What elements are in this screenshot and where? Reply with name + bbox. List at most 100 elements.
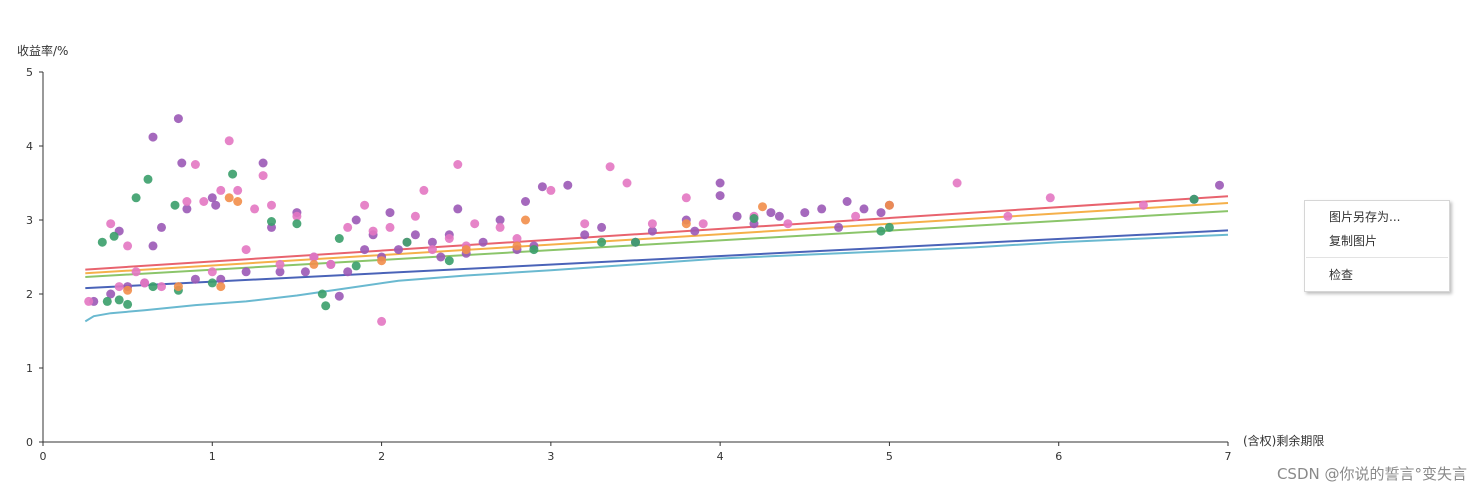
scatter-point bbox=[622, 178, 632, 188]
scatter-point bbox=[157, 282, 166, 292]
scatter-point bbox=[173, 114, 183, 124]
scatter-point bbox=[681, 219, 691, 229]
scatter-point bbox=[309, 259, 319, 269]
scatter-point bbox=[876, 226, 886, 236]
scatter-point bbox=[580, 230, 590, 240]
scatter-point bbox=[267, 217, 276, 226]
scatter-point bbox=[444, 234, 454, 243]
scatter-point bbox=[631, 237, 640, 247]
scatter-point bbox=[681, 193, 691, 203]
scatter-point bbox=[859, 204, 869, 214]
scatter-point bbox=[1215, 180, 1224, 190]
trend-lines bbox=[84, 195, 1229, 323]
scatter-point bbox=[749, 214, 759, 223]
trend-line-1 bbox=[85, 195, 1229, 271]
scatter-point bbox=[377, 256, 387, 266]
scatter-point bbox=[715, 191, 725, 201]
scatter-point bbox=[123, 241, 133, 251]
scatter-point bbox=[148, 241, 158, 251]
scatter-point bbox=[292, 219, 302, 229]
scatter-point bbox=[851, 211, 861, 221]
y-axis-title: 收益率/% bbox=[17, 43, 68, 58]
scatter-point bbox=[884, 222, 894, 232]
scatter-point bbox=[1045, 193, 1055, 203]
scatter-point bbox=[211, 200, 221, 210]
scatter-point bbox=[207, 193, 217, 203]
axes: 0 1 2 3 4 5 6 7 0 1 2 3 4 5 bbox=[26, 66, 1232, 463]
scatter-point bbox=[884, 200, 894, 210]
menu-item-inspect[interactable]: 检查 bbox=[1329, 268, 1354, 282]
x-tick-label: 7 bbox=[1225, 450, 1232, 463]
scatter-point bbox=[876, 208, 886, 218]
trend-line-2 bbox=[85, 202, 1229, 275]
scatter-point bbox=[114, 282, 124, 292]
scatter-point bbox=[402, 237, 412, 247]
scatter-point bbox=[605, 162, 615, 172]
scatter-point bbox=[952, 178, 962, 188]
x-tick-label: 4 bbox=[717, 450, 724, 463]
scatter-point bbox=[326, 259, 336, 269]
y-tick-label: 3 bbox=[26, 214, 33, 227]
scatter-point bbox=[148, 282, 158, 292]
scatter-point bbox=[834, 222, 844, 232]
scatter-point bbox=[521, 197, 530, 206]
scatter-point bbox=[275, 259, 285, 269]
scatter-point bbox=[1189, 194, 1199, 204]
scatter-point bbox=[258, 171, 268, 181]
y-tick-label: 0 bbox=[26, 436, 33, 449]
scatter-point bbox=[114, 295, 124, 305]
scatter-point bbox=[224, 193, 234, 203]
scatter-point bbox=[300, 267, 310, 277]
scatter-point bbox=[597, 222, 607, 232]
x-tick-label: 0 bbox=[40, 450, 47, 463]
trend-line-5 bbox=[84, 233, 1229, 323]
scatter-point bbox=[157, 222, 166, 232]
scatter-point bbox=[275, 267, 285, 277]
menu-item-save-image[interactable]: 图片另存为... bbox=[1329, 210, 1401, 224]
scatter-point bbox=[190, 274, 200, 284]
scatter-point bbox=[529, 245, 539, 255]
scatter-point bbox=[495, 215, 505, 225]
scatter-point bbox=[385, 222, 395, 232]
scatter-point bbox=[334, 291, 344, 301]
scatter-point bbox=[360, 200, 370, 210]
scatter-point bbox=[512, 241, 522, 251]
scatter-point bbox=[698, 219, 708, 229]
scatter-point bbox=[410, 230, 420, 240]
scatter-point bbox=[470, 219, 480, 229]
scatter-point bbox=[109, 231, 119, 241]
x-tick-label: 5 bbox=[886, 450, 893, 463]
scatter-point bbox=[774, 211, 784, 221]
scatter-point bbox=[800, 208, 810, 218]
scatter-point bbox=[224, 136, 234, 146]
scatter-point bbox=[140, 278, 150, 288]
trend-line-3 bbox=[85, 210, 1229, 278]
scatter-point bbox=[419, 185, 429, 195]
scatter-point bbox=[143, 174, 153, 184]
scatter-point bbox=[131, 193, 141, 203]
menu-item-copy-image[interactable]: 复制图片 bbox=[1329, 234, 1378, 248]
scatter-point bbox=[258, 158, 268, 168]
scatter-point bbox=[292, 211, 302, 221]
x-axis-title: (含权)剩余期限 bbox=[1243, 433, 1324, 448]
x-tick-label: 6 bbox=[1055, 450, 1062, 463]
trend-line-4 bbox=[85, 229, 1229, 290]
scatter-point bbox=[309, 252, 319, 262]
scatter-point bbox=[427, 237, 437, 247]
scatter-point bbox=[97, 237, 107, 247]
scatter-point bbox=[131, 267, 141, 277]
scatter-point bbox=[216, 274, 226, 284]
scatter-point bbox=[453, 204, 463, 214]
scatter-point bbox=[351, 261, 361, 271]
scatter-point bbox=[766, 208, 776, 218]
scatter-point bbox=[1003, 211, 1013, 221]
scatter-point bbox=[453, 160, 463, 169]
scatter-point bbox=[123, 285, 133, 295]
context-menu[interactable]: 图片另存为... 复制图片 检查 bbox=[1304, 200, 1450, 292]
scatter-point bbox=[241, 267, 251, 277]
scatter-point bbox=[758, 202, 767, 212]
scatter-point bbox=[102, 296, 112, 306]
scatter-point bbox=[546, 185, 556, 195]
scatter-point bbox=[351, 215, 361, 225]
scatter-point bbox=[233, 197, 243, 206]
